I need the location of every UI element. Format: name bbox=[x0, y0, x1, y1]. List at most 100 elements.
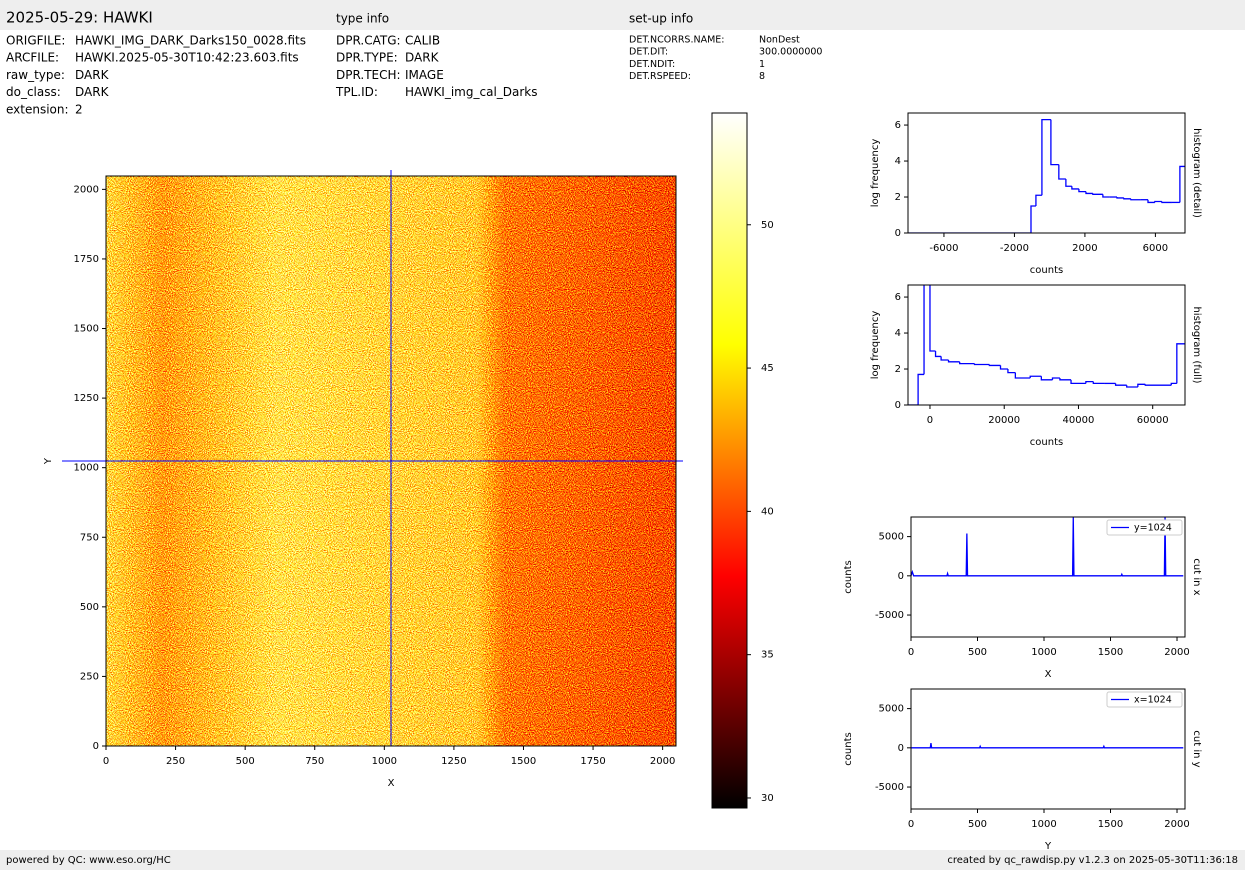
histogram-bin bbox=[1137, 383, 1146, 388]
info-key: do_class: bbox=[6, 85, 61, 99]
info-value: HAWKI_IMG_DARK_Darks150_0028.fits bbox=[75, 34, 306, 48]
y-tick-label: 0 bbox=[898, 743, 904, 754]
x-tick-label: 1500 bbox=[1098, 819, 1123, 830]
histogram-bin bbox=[1114, 383, 1127, 386]
info-value: HAWKI.2025-05-30T10:42:23.603.fits bbox=[75, 51, 299, 65]
x-axis-label: X bbox=[388, 778, 395, 789]
info-key: DET.DIT: bbox=[629, 47, 668, 58]
info-key: DET.NDIT: bbox=[629, 59, 675, 70]
side-label: histogram (full) bbox=[1191, 306, 1202, 383]
x-tick-label: 20000 bbox=[988, 415, 1020, 426]
histogram-bin bbox=[1050, 119, 1059, 166]
histogram-bin bbox=[917, 373, 925, 405]
plot-frame bbox=[910, 516, 1186, 638]
histogram-bin bbox=[1041, 119, 1051, 196]
histogram-bin bbox=[1102, 194, 1110, 198]
page-title: 2025-05-29: HAWKI bbox=[6, 9, 153, 27]
y-tick-label: 5000 bbox=[879, 704, 904, 715]
info-value: NonDest bbox=[759, 35, 800, 46]
setup-info-title: set-up info bbox=[629, 12, 693, 26]
histogram-bin bbox=[1078, 188, 1086, 193]
footer-right: created by qc_rawdisp.py v1.2.3 on 2025-… bbox=[947, 855, 1238, 866]
histogram-bin bbox=[1007, 369, 1016, 374]
info-key: ARCFILE: bbox=[6, 51, 59, 65]
plot-line bbox=[911, 743, 1184, 749]
y-tick-label: 4 bbox=[895, 328, 901, 339]
info-value: HAWKI_img_cal_Darks bbox=[405, 85, 538, 99]
info-key: raw_type: bbox=[6, 68, 65, 82]
plot-line bbox=[911, 517, 1184, 577]
colorbar-tick-label: 45 bbox=[761, 363, 774, 374]
y-tick-label: 5000 bbox=[879, 532, 904, 543]
histogram-bin bbox=[1116, 197, 1124, 199]
info-value: DARK bbox=[405, 51, 440, 65]
histogram-bin bbox=[959, 361, 975, 365]
y-tick-label: 1000 bbox=[74, 463, 99, 474]
info-key: DPR.CATG: bbox=[336, 34, 401, 48]
y-axis-label: Y bbox=[43, 457, 54, 465]
histogram-bin bbox=[1065, 179, 1072, 187]
histogram-bin bbox=[1092, 193, 1103, 195]
y-tick-label: 6 bbox=[895, 292, 901, 303]
y-tick-label: -5000 bbox=[875, 782, 904, 793]
side-label: cut in y bbox=[1191, 730, 1202, 767]
plot-frame bbox=[907, 284, 1186, 406]
x-axis-label: X bbox=[1045, 669, 1052, 680]
legend-box bbox=[1106, 691, 1183, 708]
legend-label: x=1024 bbox=[1134, 695, 1172, 706]
histogram-bin bbox=[1030, 205, 1036, 233]
info-value: 1 bbox=[759, 59, 765, 70]
histogram-bin bbox=[934, 351, 942, 358]
y-tick-label: 4 bbox=[895, 156, 901, 167]
histogram-bin bbox=[1070, 379, 1086, 385]
histogram-bin bbox=[1130, 198, 1141, 201]
info-value: IMAGE bbox=[405, 68, 444, 82]
histogram-bin bbox=[1126, 385, 1138, 388]
x-tick-label: 750 bbox=[305, 756, 324, 767]
colorbar-tick-label: 35 bbox=[761, 650, 774, 661]
histogram-bin bbox=[923, 285, 930, 375]
histogram-bin bbox=[1085, 380, 1094, 384]
info-value: CALIB bbox=[405, 34, 440, 48]
histogram-bin bbox=[1176, 343, 1185, 384]
x-tick-label: 0 bbox=[908, 819, 914, 830]
x-tick-label: 500 bbox=[236, 756, 255, 767]
y-tick-label: 2 bbox=[895, 364, 901, 375]
histogram-bin bbox=[1144, 384, 1172, 386]
x-axis-label: counts bbox=[1030, 265, 1063, 276]
info-key: extension: bbox=[6, 102, 69, 116]
x-tick-label: 0 bbox=[103, 756, 109, 767]
x-tick-label: -2000 bbox=[1000, 243, 1029, 254]
y-tick-label: 250 bbox=[80, 671, 99, 682]
info-key: ORIGFILE: bbox=[6, 34, 65, 48]
histogram-bin bbox=[1170, 382, 1177, 386]
footer-bar bbox=[0, 850, 1245, 870]
x-tick-label: 1000 bbox=[1031, 647, 1056, 658]
side-label: cut in x bbox=[1191, 558, 1202, 595]
colorbar-tick-label: 40 bbox=[761, 506, 774, 517]
histogram-bin bbox=[1092, 381, 1105, 385]
type-info-title: type info bbox=[336, 12, 389, 26]
cut-line bbox=[911, 517, 1184, 577]
x-tick-label: 2000 bbox=[1164, 647, 1189, 658]
cut-line bbox=[911, 743, 1184, 749]
colorbar-tick-label: 50 bbox=[761, 220, 774, 231]
histogram-bin bbox=[1179, 165, 1185, 203]
histogram-bin bbox=[1040, 376, 1053, 381]
histogram-bin bbox=[929, 285, 936, 352]
info-value: DARK bbox=[75, 85, 110, 99]
x-tick-label: -6000 bbox=[929, 243, 958, 254]
histogram-bin bbox=[1051, 377, 1060, 380]
y-tick-label: 1250 bbox=[74, 393, 99, 404]
legend-label: y=1024 bbox=[1134, 523, 1172, 534]
x-axis-label: Y bbox=[1044, 841, 1052, 852]
info-key: DPR.TYPE: bbox=[336, 51, 398, 65]
x-tick-label: 0 bbox=[927, 415, 933, 426]
info-value: 8 bbox=[759, 71, 765, 82]
x-tick-label: 1000 bbox=[1031, 819, 1056, 830]
x-tick-label: 1500 bbox=[511, 756, 536, 767]
histogram-bin bbox=[1123, 197, 1131, 200]
y-tick-label: 0 bbox=[895, 400, 901, 411]
y-tick-label: 6 bbox=[895, 120, 901, 131]
